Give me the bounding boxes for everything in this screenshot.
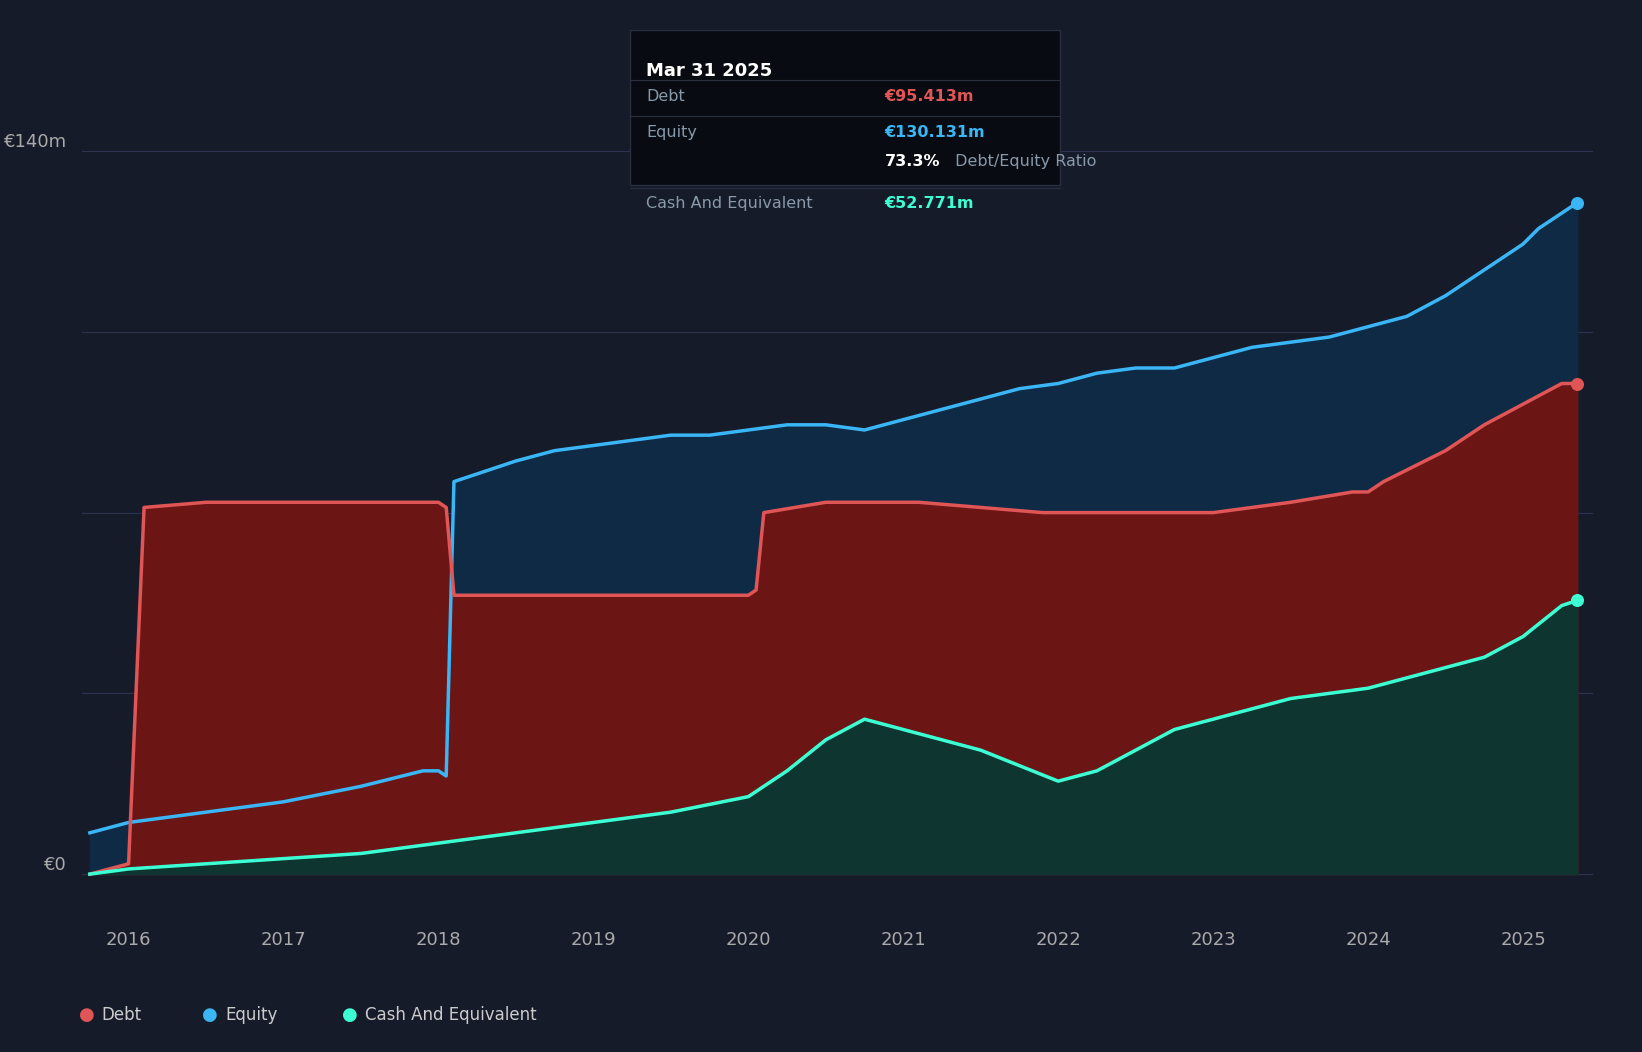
Text: Equity: Equity — [647, 125, 698, 140]
Text: €52.771m: €52.771m — [885, 197, 974, 211]
Text: €0: €0 — [44, 856, 67, 874]
Point — [1565, 592, 1591, 609]
Text: ●: ● — [79, 1006, 95, 1025]
Text: Debt: Debt — [647, 89, 685, 104]
Text: Equity: Equity — [225, 1006, 277, 1025]
Text: €130.131m: €130.131m — [885, 125, 985, 140]
Text: Debt/Equity Ratio: Debt/Equity Ratio — [951, 155, 1097, 169]
Text: Cash And Equivalent: Cash And Equivalent — [365, 1006, 537, 1025]
Text: 73.3%: 73.3% — [885, 155, 939, 169]
Point — [1565, 195, 1591, 211]
Text: €95.413m: €95.413m — [885, 89, 974, 104]
Point — [1565, 376, 1591, 392]
Text: ●: ● — [342, 1006, 358, 1025]
Text: ●: ● — [202, 1006, 218, 1025]
Text: Mar 31 2025: Mar 31 2025 — [647, 62, 773, 80]
Text: €140m: €140m — [3, 134, 67, 151]
Text: Cash And Equivalent: Cash And Equivalent — [647, 197, 813, 211]
Text: Debt: Debt — [102, 1006, 141, 1025]
